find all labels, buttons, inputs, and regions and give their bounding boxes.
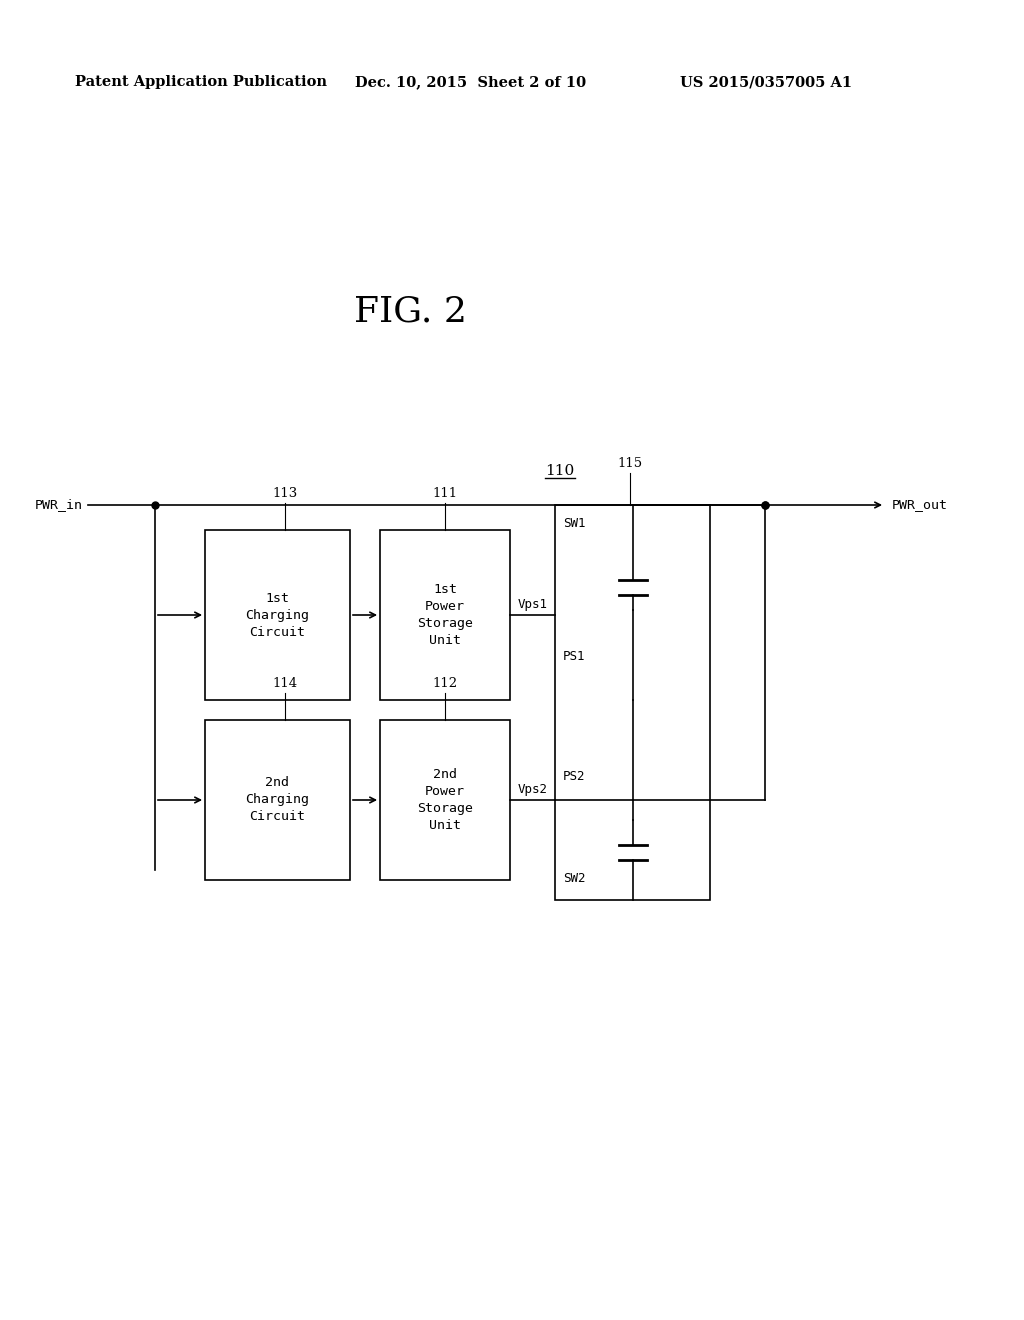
- Text: SW1: SW1: [563, 517, 586, 531]
- Bar: [555, 506, 710, 900]
- Text: 115: 115: [617, 457, 643, 470]
- Text: 2nd
Charging
Circuit: 2nd Charging Circuit: [246, 776, 309, 824]
- Bar: [205, 719, 350, 880]
- Text: 113: 113: [272, 487, 298, 500]
- Text: 1st
Power
Storage
Unit: 1st Power Storage Unit: [417, 583, 473, 647]
- Text: Vps1: Vps1: [517, 598, 548, 611]
- Text: 114: 114: [272, 677, 298, 690]
- Text: PS2: PS2: [563, 770, 586, 783]
- Bar: [380, 719, 510, 880]
- Bar: [380, 531, 510, 700]
- Text: Dec. 10, 2015  Sheet 2 of 10: Dec. 10, 2015 Sheet 2 of 10: [355, 75, 586, 88]
- Text: Patent Application Publication: Patent Application Publication: [75, 75, 327, 88]
- Text: 110: 110: [546, 465, 574, 478]
- Text: 1st
Charging
Circuit: 1st Charging Circuit: [246, 591, 309, 639]
- Text: US 2015/0357005 A1: US 2015/0357005 A1: [680, 75, 852, 88]
- Text: 111: 111: [432, 487, 458, 500]
- Text: 112: 112: [432, 677, 458, 690]
- Text: PS1: PS1: [563, 649, 586, 663]
- Text: 2nd
Power
Storage
Unit: 2nd Power Storage Unit: [417, 768, 473, 832]
- Text: SW2: SW2: [563, 873, 586, 884]
- Text: PWR_in: PWR_in: [35, 499, 83, 511]
- Bar: [205, 531, 350, 700]
- Text: FIG. 2: FIG. 2: [353, 294, 467, 329]
- Text: Vps2: Vps2: [517, 783, 548, 796]
- Text: PWR_out: PWR_out: [892, 499, 948, 511]
